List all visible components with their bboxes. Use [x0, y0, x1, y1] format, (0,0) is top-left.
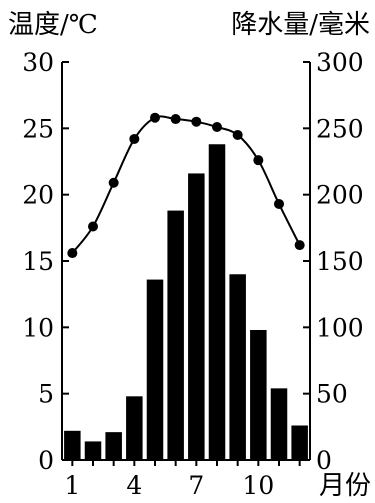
right-tick-label: 250: [316, 114, 364, 143]
x-axis-unit-label: 月份: [319, 471, 371, 501]
precip-bar-3: [105, 432, 122, 460]
left-tick-label: 15: [22, 247, 54, 276]
temp-point-9: [232, 129, 243, 140]
precip-bar-12: [291, 425, 308, 460]
right-axis-title: 降水量/毫米: [231, 10, 370, 40]
right-tick-label: 50: [316, 380, 348, 409]
temp-point-12: [294, 240, 305, 251]
precipitation-bars: [64, 144, 308, 460]
temp-point-5: [150, 112, 160, 123]
x-tick-label: 7: [188, 471, 204, 500]
x-tick-label: 1: [64, 471, 80, 500]
temp-point-11: [274, 198, 284, 209]
precip-bar-5: [146, 279, 164, 460]
temperature-curve: [71, 115, 301, 254]
left-tick-label: 5: [38, 380, 54, 409]
right-tick-label: 100: [316, 313, 364, 342]
temp-point-10: [253, 155, 264, 166]
left-tick-label: 30: [22, 48, 54, 77]
precip-bar-7: [188, 173, 205, 460]
precip-bar-2: [84, 441, 102, 460]
precip-bar-1: [64, 430, 81, 460]
temp-point-3: [108, 177, 119, 188]
precip-bar-10: [250, 329, 267, 460]
temp-point-1: [67, 248, 78, 259]
temp-point-6: [170, 114, 181, 125]
x-tick-label: 10: [242, 471, 274, 500]
right-axis-ticks: 0 50 100 150 200 250 300: [303, 48, 364, 475]
precip-bar-11: [270, 388, 288, 460]
left-tick-label: 0: [38, 446, 54, 475]
precip-bar-6: [167, 210, 184, 460]
left-axis-title: 温度/℃: [8, 10, 98, 40]
left-tick-label: 10: [22, 313, 54, 342]
temperature-line: [67, 112, 305, 259]
precip-bar-4: [126, 396, 143, 460]
left-tick-label: 25: [22, 114, 54, 143]
temp-point-8: [212, 122, 222, 133]
left-axis-ticks: 0 5 10 15 20 25 30: [22, 48, 69, 475]
right-tick-label: 200: [316, 181, 364, 210]
precip-bar-9: [229, 274, 246, 460]
x-axis-ticks: 1 4 7 10: [64, 460, 301, 500]
right-tick-label: 0: [316, 446, 332, 475]
left-tick-label: 20: [22, 181, 54, 210]
temp-point-4: [129, 133, 140, 144]
right-tick-label: 300: [316, 48, 364, 77]
right-tick-label: 150: [316, 247, 364, 276]
temp-point-2: [88, 221, 98, 232]
temp-point-7: [191, 116, 202, 127]
precip-bar-8: [208, 144, 226, 460]
x-tick-label: 4: [126, 471, 142, 500]
